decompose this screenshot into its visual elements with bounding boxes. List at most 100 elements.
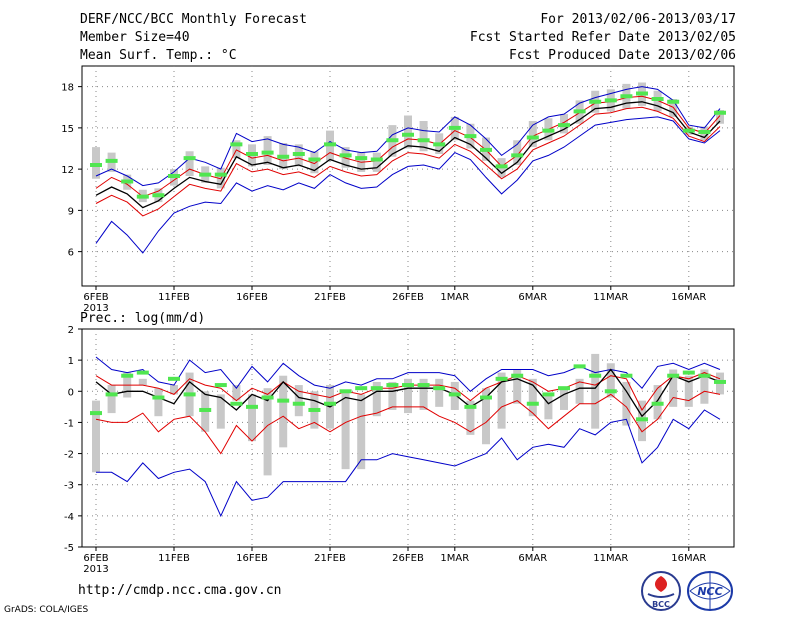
precip-median-mark [698,373,711,378]
temp-median-mark [246,152,258,156]
precip-spread-box [357,394,366,470]
chart-title: DERF/NCC/BCC Monthly Forecast [80,12,307,27]
fcst-refer-date: Fcst Started Refer Date 2013/02/05 [469,30,736,45]
precip-median-mark [199,407,212,412]
bcc-logo-text: BCC [652,600,670,609]
precip-median-mark [246,404,258,409]
precip-median-mark [682,370,695,375]
temp-y-tick-label: 6 [68,248,74,259]
temp-x-tick-label: 1MAR [440,292,469,303]
precip-median-mark [511,373,524,378]
precip-spread-box [591,353,600,429]
ncc-logo-text: NCC [697,585,722,598]
temp-median-mark [370,157,383,162]
temp-x-tick-label: 11FEB [158,292,190,303]
precip-median-mark [480,395,492,400]
precip-y-tick-label: -4 [64,512,74,523]
precip-median-mark [651,401,664,406]
precip-y-tick-label: -3 [64,481,74,492]
temp-median-mark [558,123,570,128]
temp-x-tick-label: 16FEB [236,292,268,303]
temp-median-mark [480,147,492,152]
precip-y-tick-label: 2 [68,325,74,336]
precip-median-mark [355,386,368,391]
temp-median-mark [589,99,602,104]
variable-label: Mean Surf. Temp.: °C [80,48,237,63]
precip-x-tick-label: 16MAR [671,553,706,564]
precip-median-mark [526,401,539,406]
temp-median-mark [667,99,680,104]
precip-spread-box [606,363,615,398]
precip-line-max [95,356,721,392]
temp-x-tick-year: 2013 [83,303,108,314]
temp-median-mark [651,97,664,101]
temp-spread-box [185,151,194,176]
temp-median-mark [105,158,118,163]
precip-spread-box [466,400,475,435]
temp-spread-box [310,151,319,174]
precip-median-mark [90,411,102,416]
precip-median-mark [339,389,352,394]
precip-spread-box [170,385,178,395]
temp-spread-box [404,115,412,149]
precip-median-mark [277,398,290,403]
precip-y-tick-label: -2 [64,450,74,461]
precip-spread-box [435,378,444,407]
precip-spread-box [341,391,350,470]
precip-spread-box [513,369,522,404]
temp-spread-box [263,136,272,165]
precip-median-mark [667,373,680,378]
precip-spread-box [154,388,163,417]
precip-median-mark [168,376,180,381]
precip-x-tick-label: 21FEB [314,553,346,564]
temp-median-mark [620,94,633,99]
precip-x-tick-year: 2013 [83,564,108,575]
precip-median-mark [714,379,726,384]
temp-x-tick-label: 6MAR [518,292,547,303]
temp-median-mark [261,150,274,155]
precip-spread-box [404,378,412,414]
precip-spread-box [232,385,241,401]
precip-median-mark [636,417,648,422]
precip-spread-box [107,385,116,414]
temp-median-mark [308,157,321,162]
temp-spread-box [232,140,241,159]
precip-spread-box [497,372,506,429]
precip-spread-box [279,375,288,448]
temp-median-mark [292,152,305,156]
precip-median-mark [433,386,446,391]
precip-spread-box [138,378,147,386]
precip-spread-box [263,388,272,476]
precip-spread-box [482,388,490,445]
precip-line-min [96,409,721,518]
temp-median-mark [417,138,430,143]
precip-spread-box [294,385,303,417]
precip-spread-box [388,381,397,410]
temp-spread-box [513,140,522,165]
temp-x-tick-label: 11MAR [593,292,628,303]
temp-median-mark [136,194,149,199]
temp-line-mean [95,101,721,209]
precip-spread-box [622,381,631,426]
precip-spread-box [92,400,100,473]
temp-median-mark [526,135,539,140]
temp-median-mark [495,164,508,169]
precip-spread-box [248,394,256,442]
precip-spread-box [684,375,693,407]
temp-median-mark [433,142,446,147]
temp-spread-box [341,147,350,168]
source-url[interactable]: http://cmdp.ncc.cma.gov.cn [78,583,282,598]
temp-median-mark [168,174,180,178]
temp-line-min [95,116,721,254]
temp-median-mark [90,163,102,167]
precip-median-mark [214,383,227,388]
temp-y-tick-label: 18 [61,83,74,94]
temp-spread-box [653,90,662,112]
precip-median-mark [152,395,165,400]
temp-median-mark [511,153,524,158]
temp-median-mark [152,193,165,198]
precip-y-tick-label: 0 [68,387,74,398]
precip-spread-box [419,378,428,410]
precip-x-tick-label: 16FEB [236,553,268,564]
